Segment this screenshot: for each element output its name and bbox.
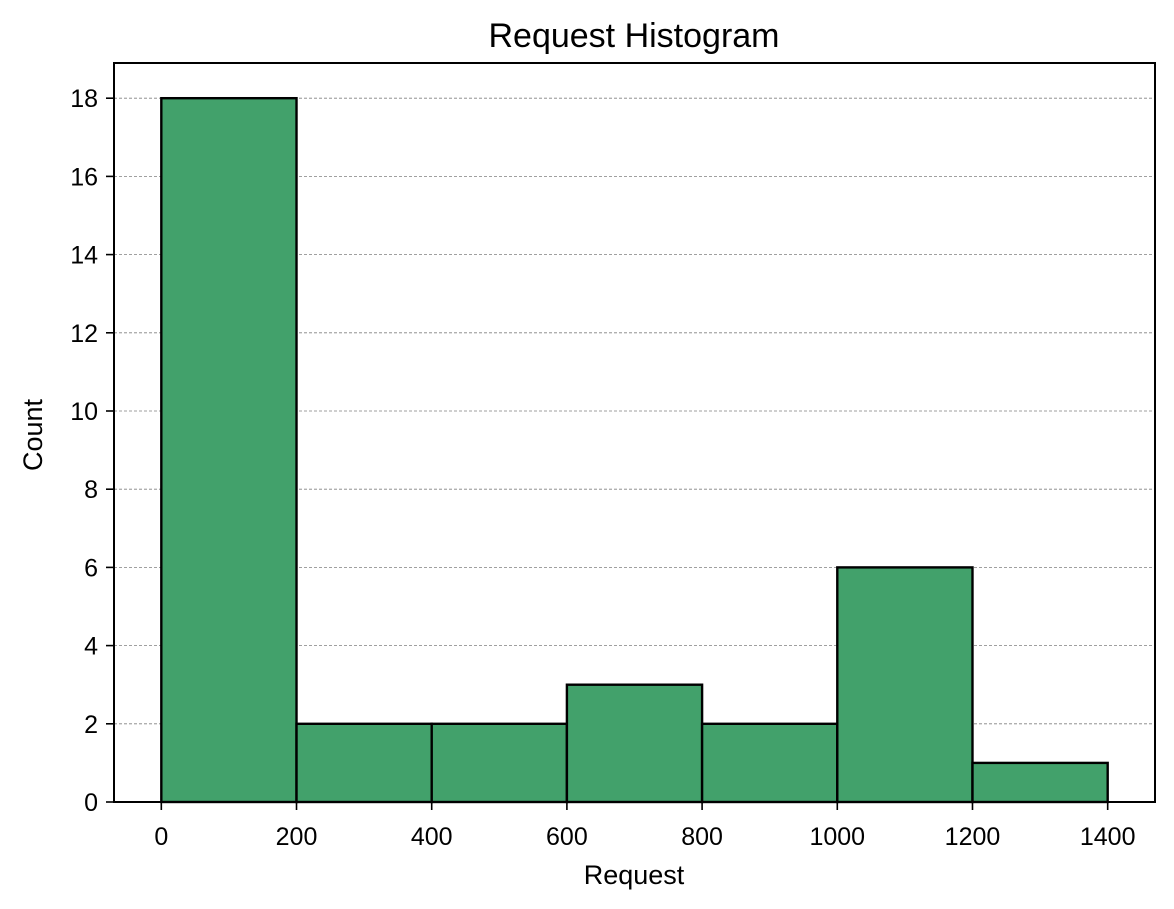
plot-frame <box>113 62 1156 803</box>
x-tick-label-1000: 1000 <box>809 823 865 851</box>
y-axis-ticks: 0 2 4 6 8 10 12 14 16 18 <box>70 85 114 817</box>
x-tick-label-400: 400 <box>411 823 453 851</box>
y-axis-label: Count <box>18 398 48 471</box>
x-axis-ticks: 0 200 400 600 800 1000 1200 1400 <box>154 802 1135 851</box>
y-tick-label-2: 2 <box>84 711 98 739</box>
y-tick-label-10: 10 <box>70 398 98 426</box>
y-tick-label-18: 18 <box>70 85 98 113</box>
histogram-bar-400-600 <box>430 722 569 804</box>
y-tick-label-4: 4 <box>84 633 98 661</box>
x-tick-label-0: 0 <box>154 823 168 851</box>
histogram-bar-800-1000 <box>700 722 839 804</box>
histogram-bar-200-400 <box>295 722 433 804</box>
bars-layer <box>160 96 1109 804</box>
x-tick-label-800: 800 <box>681 823 723 851</box>
chart-title: Request Histogram <box>488 17 779 55</box>
grid-layer <box>114 97 1155 725</box>
histogram-bar-1000-1200 <box>836 566 974 804</box>
y-tick-label-0: 0 <box>84 789 98 817</box>
y-tick-label-8: 8 <box>84 476 98 504</box>
histogram-bar-1200-1400 <box>971 761 1109 804</box>
y-tick-label-6: 6 <box>84 554 98 582</box>
x-tick-label-1400: 1400 <box>1080 823 1136 851</box>
x-tick-label-1200: 1200 <box>945 823 1001 851</box>
y-tick-label-14: 14 <box>70 242 98 270</box>
y-tick-label-12: 12 <box>70 320 98 348</box>
y-tick-label-16: 16 <box>70 163 98 191</box>
x-axis-label: Request <box>584 860 685 890</box>
histogram-bar-0-200 <box>160 96 298 804</box>
x-tick-label-600: 600 <box>546 823 588 851</box>
x-tick-label-200: 200 <box>276 823 318 851</box>
histogram-bar-600-800 <box>565 683 704 804</box>
